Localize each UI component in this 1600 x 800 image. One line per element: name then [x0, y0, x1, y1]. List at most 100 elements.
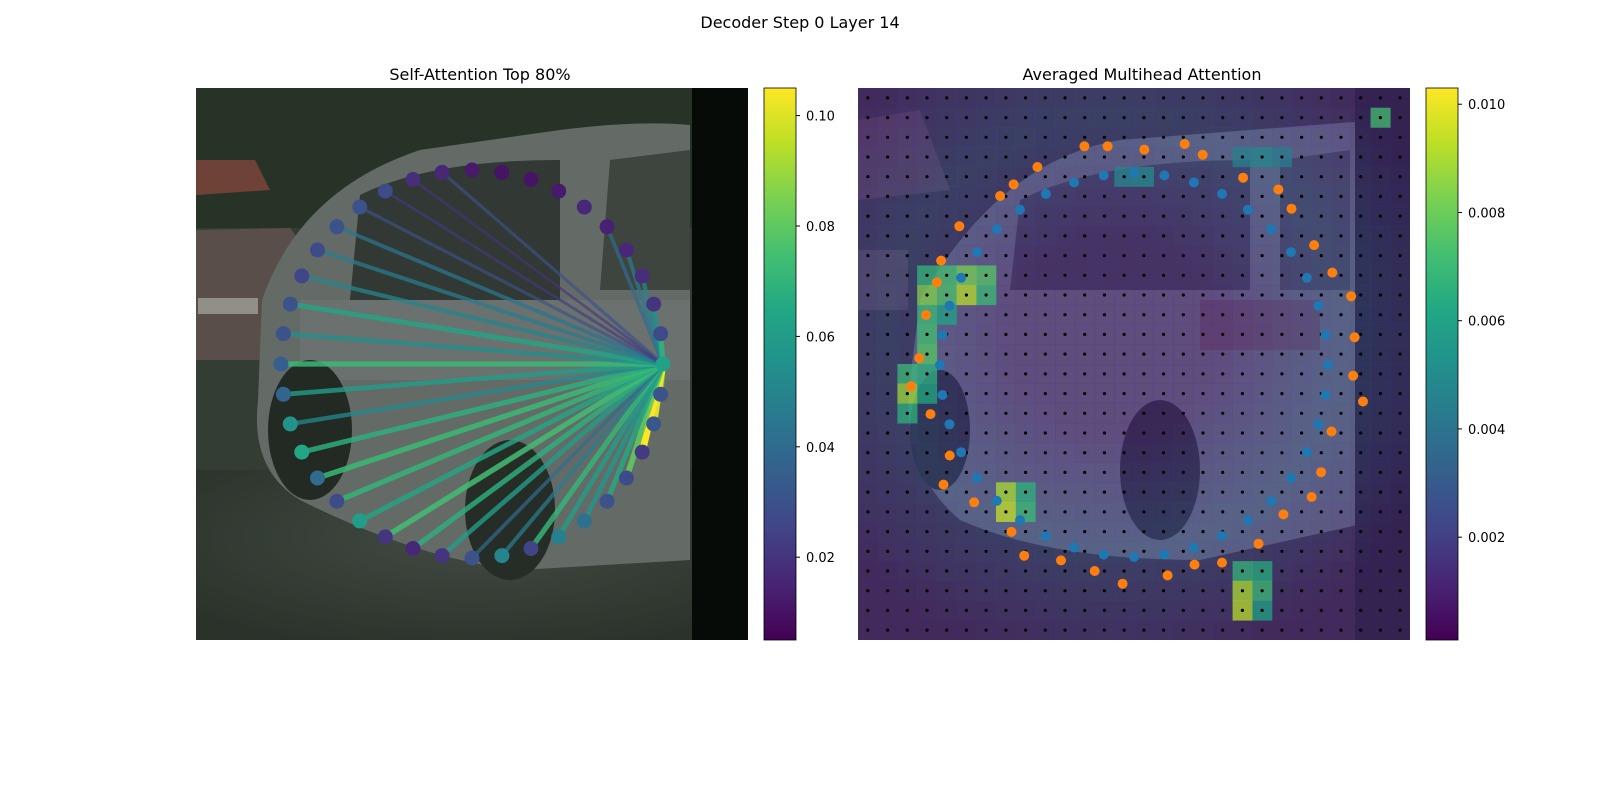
grid-point: [1102, 510, 1106, 514]
grid-point: [1142, 135, 1146, 139]
grid-point: [1280, 175, 1284, 179]
grid-point: [1378, 549, 1382, 553]
grid-point: [1043, 628, 1047, 632]
grid-point: [1142, 628, 1146, 632]
grid-point: [1043, 273, 1047, 277]
grid-point: [1181, 569, 1185, 573]
grid-point: [866, 589, 870, 593]
attention-line: [384, 189, 664, 366]
grid-point: [1102, 431, 1106, 435]
attention-line: [470, 362, 665, 560]
grid-point: [1063, 254, 1067, 258]
grid-point: [1398, 490, 1402, 494]
grid-point: [1319, 116, 1323, 120]
grid-point: [1063, 451, 1067, 455]
grid-point: [1102, 116, 1106, 120]
grid-point: [1398, 234, 1402, 238]
grid-point: [1083, 569, 1087, 573]
grid-point: [886, 194, 890, 198]
grid-point: [1102, 293, 1106, 297]
grid-point: [925, 194, 929, 198]
query-point: [634, 444, 650, 460]
grid-point: [866, 175, 870, 179]
grid-point: [1201, 549, 1205, 553]
grid-point: [1221, 293, 1225, 297]
grid-point: [1063, 214, 1067, 218]
grid-point: [1102, 372, 1106, 376]
grid-point: [1024, 431, 1028, 435]
query-point: [434, 164, 450, 180]
grid-point: [1122, 293, 1126, 297]
attention-line: [441, 171, 665, 366]
grid-point: [1024, 194, 1028, 198]
grid-point: [866, 490, 870, 494]
query-point: [1098, 170, 1109, 181]
grid-point: [925, 470, 929, 474]
grid-point: [1004, 352, 1008, 356]
grid-point: [1280, 96, 1284, 100]
grid-point: [866, 372, 870, 376]
grid-point: [905, 392, 909, 396]
grid-point: [1102, 411, 1106, 415]
grid-point: [925, 530, 929, 534]
grid-point: [1300, 352, 1304, 356]
grid-point: [945, 411, 949, 415]
predicted-point: [1358, 396, 1368, 407]
grid-point: [905, 608, 909, 613]
colorbar-tick-label: 0.002: [1468, 531, 1505, 546]
grid-point: [1221, 352, 1225, 356]
colorbar-tick-label: 0.08: [806, 220, 835, 235]
grid-point: [1201, 194, 1205, 198]
grid-point: [1300, 313, 1304, 317]
grid-point: [984, 589, 988, 593]
grid-point: [1221, 313, 1225, 317]
grid-point: [1122, 273, 1126, 277]
query-point: [494, 164, 510, 180]
grid-point: [1378, 530, 1382, 534]
grid-point: [1221, 116, 1225, 120]
grid-point: [1240, 589, 1244, 593]
grid-point: [1122, 628, 1126, 632]
grid-point: [1201, 293, 1205, 297]
grid-point: [1102, 470, 1106, 474]
grid-point: [1260, 155, 1264, 159]
grid-point: [945, 293, 949, 297]
grid-point: [1240, 470, 1244, 474]
grid-point: [1004, 431, 1008, 435]
predicted-point: [931, 277, 942, 288]
grid-point: [1201, 96, 1205, 100]
grid-point: [866, 155, 870, 159]
grid-point: [1162, 194, 1166, 198]
predicted-point: [944, 450, 955, 461]
grid-point: [1300, 194, 1304, 198]
grid-point: [1378, 372, 1382, 376]
query-point: [1217, 188, 1228, 199]
query-point: [944, 300, 955, 311]
query-point: [991, 224, 1002, 235]
grid-point: [1398, 214, 1402, 218]
grid-point: [1221, 628, 1225, 632]
grid-point: [925, 214, 929, 218]
grid-point: [1359, 332, 1363, 336]
grid-point: [1359, 431, 1363, 435]
grid-point: [1319, 589, 1323, 593]
grid-point: [1083, 194, 1087, 198]
grid-point: [1063, 490, 1067, 494]
colorbar-tick-label: 0.10: [806, 110, 835, 125]
grid-point: [1398, 155, 1402, 159]
grid-point: [1181, 549, 1185, 553]
grid-point: [964, 608, 969, 613]
grid-point: [1378, 431, 1382, 435]
grid-point: [886, 135, 890, 139]
grid-point: [1378, 392, 1382, 396]
grid-point: [1260, 470, 1264, 474]
grid-point: [1359, 175, 1363, 179]
grid-point: [1260, 352, 1264, 356]
grid-point: [1063, 628, 1067, 632]
grid-point: [1378, 490, 1382, 494]
grid-point: [1260, 214, 1264, 218]
grid-point: [1339, 392, 1343, 396]
grid-point: [984, 194, 988, 198]
grid-point: [1004, 510, 1008, 514]
grid-point: [1339, 628, 1343, 632]
